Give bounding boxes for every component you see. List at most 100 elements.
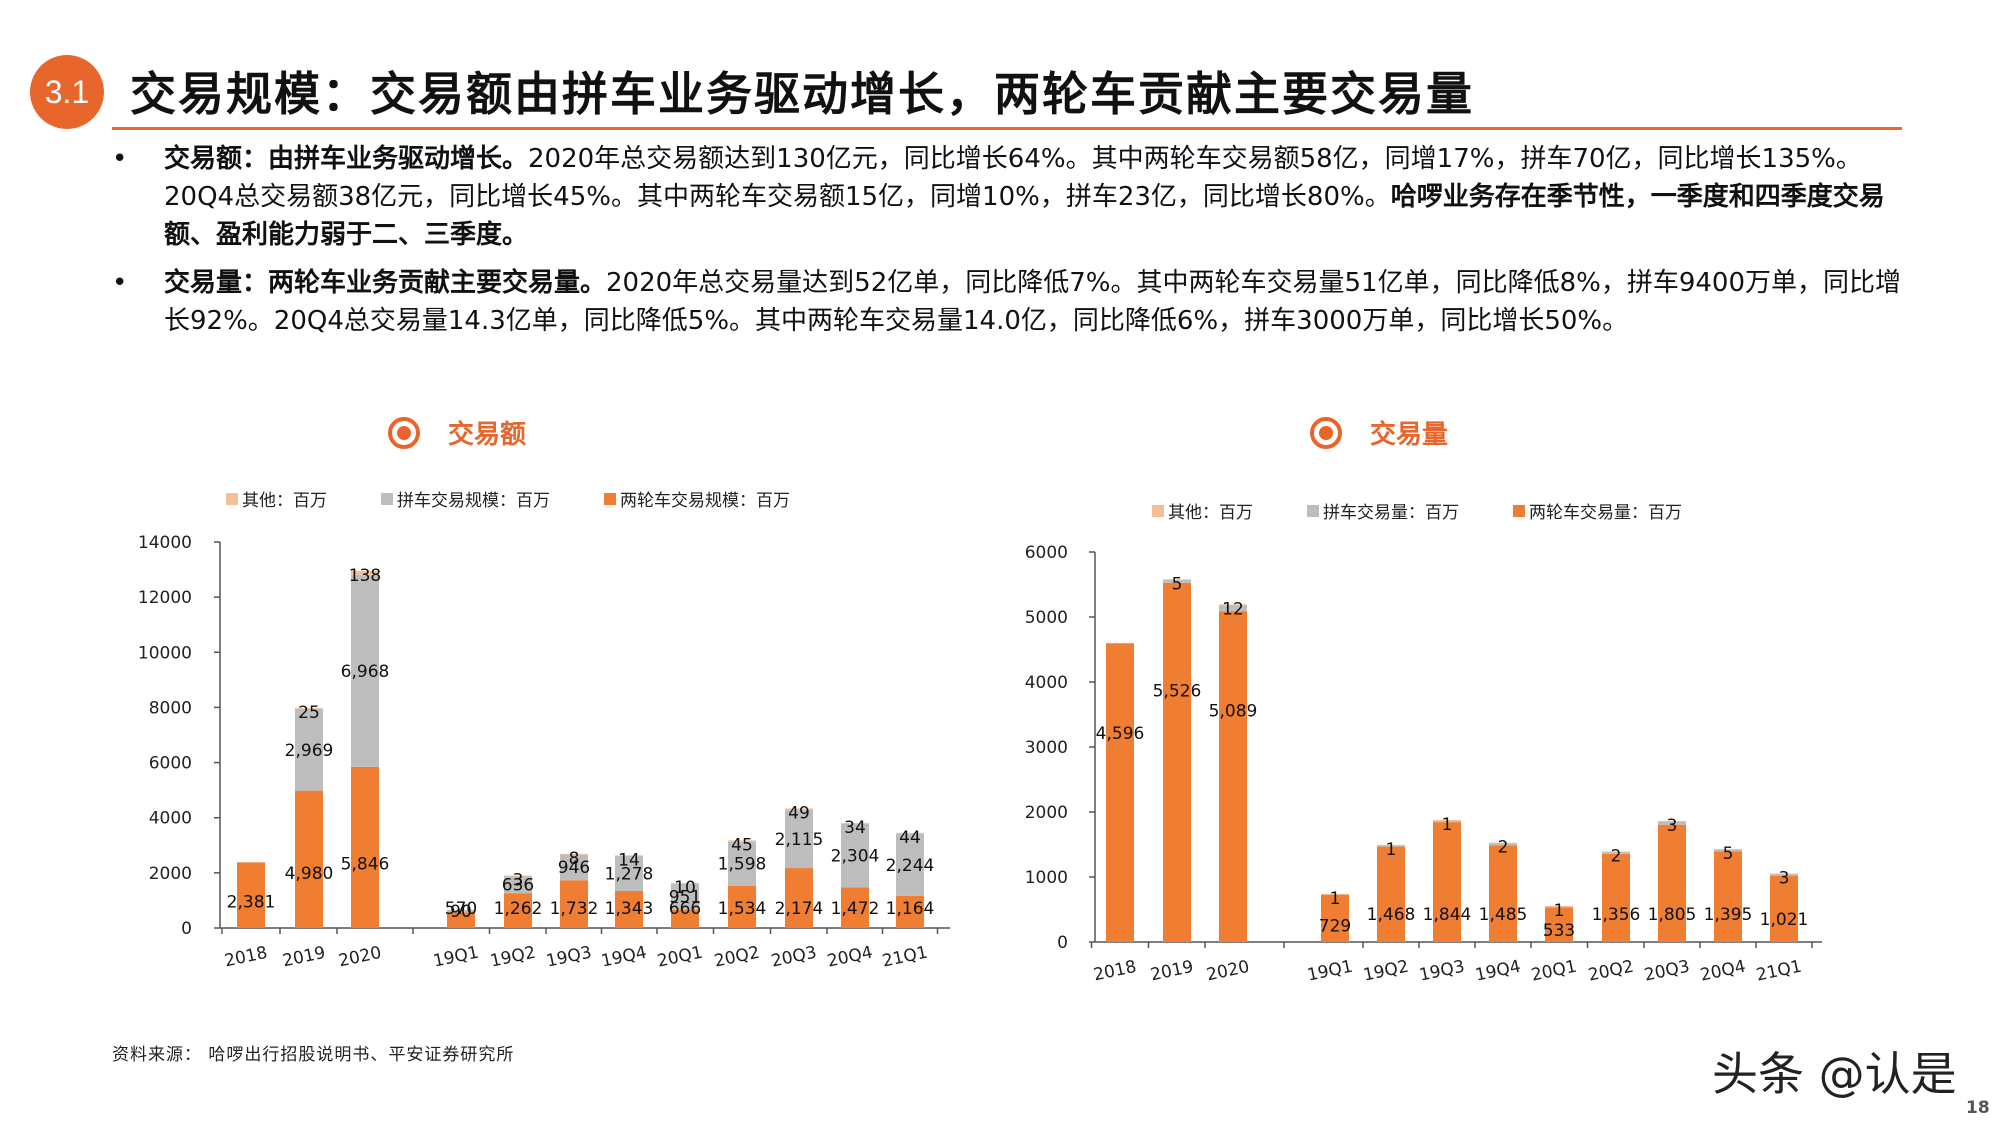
x-tick-label: 19Q1 <box>1305 957 1354 986</box>
bar-carpool-19Q2 <box>504 875 532 894</box>
data-label-two-wheel: 1,262 <box>494 899 543 919</box>
data-label-two-wheel: 1,468 <box>1367 905 1416 925</box>
bar-carpool-20Q2 <box>1602 851 1630 854</box>
page-title: 交易规模：交易额由拼车业务驱动增长，两轮车贡献主要交易量 <box>130 67 1474 121</box>
bar-carpool-20Q4 <box>841 823 869 888</box>
x-tick-label: 20Q1 <box>655 943 704 972</box>
data-label-other: 1 <box>1442 815 1453 835</box>
source-note: 资料来源： 哈啰出行招股说明书、平安证券研究所 <box>112 1045 515 1065</box>
data-label-carpool: 2,304 <box>831 847 880 867</box>
section-badge: 3.1 <box>30 55 104 129</box>
bar-two-wheel-19Q2 <box>1377 846 1405 942</box>
data-label-other: 8 <box>569 849 580 869</box>
chart-heading-text: 交易量 <box>1370 420 1449 450</box>
legend-swatch <box>381 492 393 505</box>
data-label-other: 12 <box>1222 599 1244 619</box>
data-label-two-wheel: 2,174 <box>775 899 824 919</box>
bullet-item-amount: • 交易额：由拼车业务驱动增长。2020年总交易额达到130亿元，同比增长64%… <box>112 140 1902 254</box>
bar-other-19Q4 <box>1489 842 1517 844</box>
data-label-other: 10 <box>674 878 696 898</box>
x-tick-label: 21Q1 <box>880 943 929 972</box>
x-tick-label: 20Q4 <box>825 943 874 972</box>
y-tick-label: 2000 <box>149 864 192 884</box>
data-label-two-wheel: 1,485 <box>1479 905 1528 925</box>
x-tick-label: 2018 <box>223 943 269 972</box>
x-tick-label: 20Q4 <box>1698 957 1747 986</box>
bar-two-wheel-20Q3 <box>785 868 813 928</box>
data-label-two-wheel: 5,846 <box>341 855 390 875</box>
legend-swatch <box>1152 504 1164 517</box>
data-label-two-wheel: 1,472 <box>831 899 880 919</box>
bullet-body: 2020年总交易量达到52亿单，同比降低7%。其中两轮车交易量51亿单，同比降低… <box>164 268 1902 336</box>
legend-item-other: 其他：百万 <box>1152 498 1253 523</box>
chart-heading-volume: 交易量 <box>1310 414 1448 451</box>
data-label-other: 34 <box>844 818 866 838</box>
bullet-dot: • <box>112 268 128 298</box>
bar-carpool-20Q3 <box>785 809 813 869</box>
x-tick-label: 19Q1 <box>431 943 480 972</box>
y-tick-label: 14000 <box>138 533 192 553</box>
y-tick-label: 5000 <box>1025 608 1068 628</box>
bar-two-wheel-19Q4 <box>1489 845 1517 942</box>
legend-label: 两轮车交易规模：百万 <box>620 491 790 511</box>
x-tick-label: 20Q3 <box>1642 957 1691 986</box>
legend-label: 拼车交易规模：百万 <box>397 491 550 511</box>
x-tick-label: 19Q4 <box>599 943 648 972</box>
data-label-other: 5 <box>1723 844 1734 864</box>
data-label-other: 3 <box>1779 868 1790 888</box>
bar-two-wheel-2019 <box>1163 582 1191 942</box>
x-tick-label: 2020 <box>1205 957 1251 986</box>
bullet-list: • 交易额：由拼车业务驱动增长。2020年总交易额达到130亿元，同比增长64%… <box>112 140 1902 350</box>
legend-amount: 其他：百万 拼车交易规模：百万 两轮车交易规模：百万 <box>226 486 790 511</box>
data-label-two-wheel: 1,356 <box>1592 905 1641 925</box>
data-label-other: 14 <box>618 850 640 870</box>
bar-other-20Q3 <box>785 808 813 810</box>
legend-item-two-wheel: 两轮车交易量：百万 <box>1513 498 1682 523</box>
legend-label: 其他：百万 <box>242 491 327 511</box>
bar-carpool-20Q4 <box>1714 849 1742 852</box>
chart-heading-amount: 交易额 <box>388 414 526 451</box>
data-label-other: 1 <box>1386 840 1397 860</box>
target-icon <box>1310 416 1342 449</box>
bar-other-19Q2 <box>504 875 532 877</box>
bar-two-wheel-20Q1 <box>671 909 699 928</box>
bullet-tail: 哈啰业务存在季节性，一季度和四季度交易额、盈利能力弱于二、三季度。 <box>164 182 1885 250</box>
bar-two-wheel-19Q1 <box>1321 894 1349 942</box>
data-label-other: 1 <box>1330 889 1341 909</box>
data-label-two-wheel: 5,089 <box>1209 701 1258 721</box>
bar-carpool-20Q1 <box>671 883 699 910</box>
data-label-carpool: 951 <box>669 888 701 908</box>
bar-other-2019 <box>295 708 323 709</box>
bar-other-20Q4 <box>841 822 869 824</box>
legend-volume: 其他：百万 拼车交易量：百万 两轮车交易量：百万 <box>1152 498 1682 523</box>
x-tick-label: 21Q1 <box>1754 957 1803 986</box>
y-tick-label: 0 <box>181 919 192 939</box>
bullet-item-volume: • 交易量：两轮车业务贡献主要交易量。2020年总交易量达到52亿单，同比降低7… <box>112 264 1902 340</box>
data-label-two-wheel: 666 <box>669 899 701 919</box>
bar-other-20Q1 <box>671 883 699 884</box>
x-tick-label: 20Q2 <box>1586 957 1635 986</box>
bar-carpool-21Q1 <box>896 834 924 896</box>
x-tick-label: 19Q2 <box>488 943 537 972</box>
bar-carpool-2020 <box>1219 605 1247 612</box>
y-tick-label: 8000 <box>149 698 192 718</box>
bar-two-wheel-2018 <box>1106 643 1134 942</box>
legend-label: 两轮车交易量：百万 <box>1529 503 1682 523</box>
data-label-carpool: 1,598 <box>718 855 767 875</box>
bar-other-2019 <box>1163 579 1191 581</box>
data-label-other: 1 <box>1554 901 1565 921</box>
bar-two-wheel-19Q3 <box>560 880 588 928</box>
bar-two-wheel-21Q1 <box>896 895 924 928</box>
data-label-two-wheel: 5,526 <box>1153 682 1202 702</box>
legend-swatch <box>226 492 238 505</box>
data-label-carpool: 2,969 <box>285 741 334 761</box>
y-tick-label: 2000 <box>1025 803 1068 823</box>
bar-two-wheel-19Q4 <box>615 890 643 928</box>
legend-item-two-wheel: 两轮车交易规模：百万 <box>604 486 790 511</box>
bar-other-21Q1 <box>1770 873 1798 875</box>
bar-carpool-20Q3 <box>1658 821 1686 825</box>
data-label-other: 5 <box>1172 574 1183 594</box>
y-tick-label: 4000 <box>1025 673 1068 693</box>
bar-other-21Q1 <box>896 832 924 835</box>
